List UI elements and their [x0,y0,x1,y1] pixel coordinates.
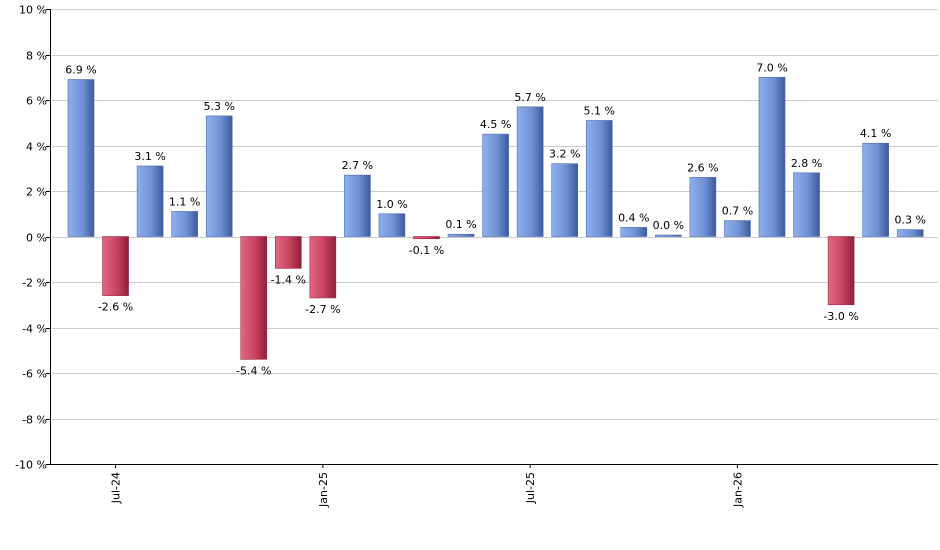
x-tick-label: Jan-25 [317,472,330,508]
y-tick-label: 2 % [26,186,47,199]
bar [240,236,268,360]
x-tick-label: Jul-25 [524,472,537,504]
y-tick-label: -2 % [22,277,47,290]
data-label: -1.4 % [271,273,306,286]
bar [136,165,164,237]
data-label: 1.0 % [376,198,407,211]
bar [862,142,889,237]
y-axis-tick-labels: -10 % -8 % -6 % -4 % -2 % 0 % 2 % 4 % 6 % 8 % 10 % [15,4,47,472]
y-tick-label: -6 % [22,368,47,381]
bars [67,76,924,360]
bar [655,234,682,237]
axes [46,9,938,468]
data-label: 5.3 % [203,100,234,113]
data-label: 6.9 % [65,64,96,77]
data-label: 7.0 % [756,61,787,74]
data-label: 4.1 % [860,127,891,140]
bar [102,236,129,296]
bar [274,236,302,269]
bar [378,213,406,237]
data-label: -2.6 % [98,301,133,314]
bar [827,236,855,306]
data-label: 0.3 % [894,214,925,227]
data-label: 0.7 % [722,205,753,218]
bar [758,76,786,237]
y-tick-label: 10 % [19,4,47,17]
data-label: -2.7 % [305,303,340,316]
bar [413,236,440,240]
data-label: 0.1 % [445,218,476,231]
data-labels: 6.9 % -2.6 % 3.1 % 1.1 % 5.3 % -5.4 % -1.4 % -2… [65,61,926,377]
data-label: 2.7 % [342,159,373,172]
bar [724,220,751,237]
bar [689,177,717,237]
data-label: -5.4 % [236,364,271,377]
data-label: 5.1 % [584,104,615,117]
y-tick-label: 6 % [26,95,47,108]
data-label: -0.1 % [409,244,444,257]
data-label: 2.6 % [687,161,718,174]
bar [482,133,509,237]
data-label: 0.0 % [653,219,684,232]
y-tick-label: -8 % [22,414,47,427]
data-label: 4.5 % [480,118,511,131]
y-tick-label: -4 % [22,323,47,336]
x-tick-label: Jan-26 [731,472,744,508]
bar [896,229,924,237]
data-label: 3.1 % [134,150,165,163]
data-label: 0.4 % [618,211,649,224]
bar [205,115,233,237]
data-label: -3.0 % [823,310,858,323]
bar [516,106,544,237]
bar [551,163,579,237]
x-tick-label: Jul-24 [110,472,123,504]
bar [793,172,820,237]
bar [344,174,371,237]
bar [309,236,337,299]
bar [585,120,613,237]
y-tick-label: 0 % [26,232,47,245]
data-label: 5.7 % [514,91,545,104]
bar [447,233,475,237]
bar [171,211,198,237]
data-label: 1.1 % [169,195,200,208]
y-tick-label: 8 % [26,50,47,63]
grid-lines [50,9,938,465]
data-label: 3.2 % [549,148,580,161]
data-label: 2.8 % [791,157,822,170]
x-axis-tick-labels: Jul-24 Jan-25 Jul-25 Jan-26 [110,472,745,508]
y-tick-label: 4 % [26,141,47,154]
bar [620,227,648,237]
bar [67,79,95,237]
y-tick-label: -10 % [15,459,47,472]
